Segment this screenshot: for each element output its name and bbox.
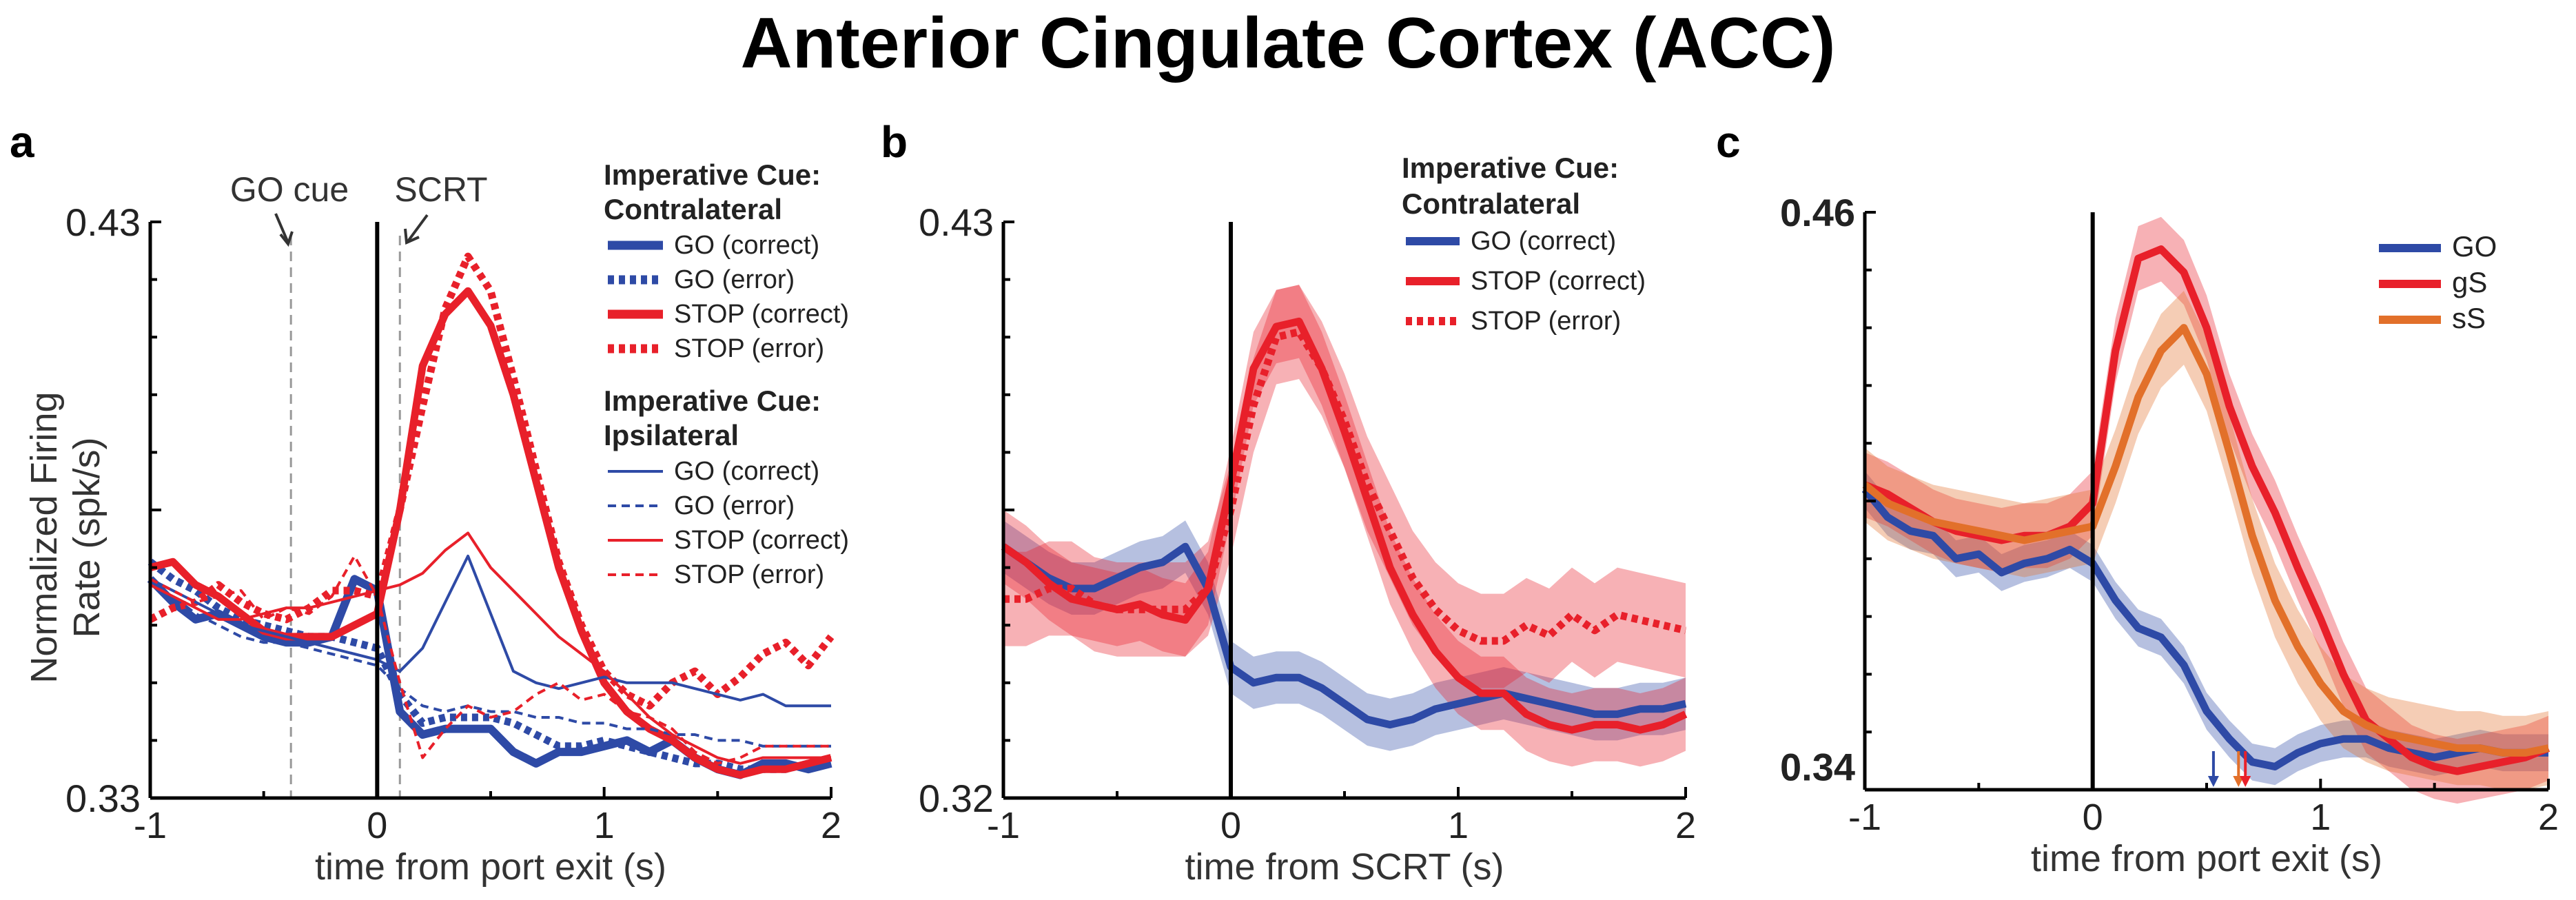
x-tick-label-b: -1 [987,805,1020,846]
series-line-a-6 [150,531,831,765]
legend-label: GO [2452,230,2497,263]
x-tick-label-b: 2 [1675,805,1696,846]
legend-label: STOP (error) [1471,307,1621,336]
annotation-arrowhead-scrt [404,228,420,245]
x-tick-label-a: 0 [367,805,387,846]
y-axis-label-a: Normalized Firing [23,391,65,683]
series-line-a-0 [147,558,831,773]
legend-label: sS [2452,302,2486,334]
x-tick-label-c: 2 [2538,797,2559,838]
series-line-a-1 [147,575,832,779]
series-line-b-0 [1001,542,1687,729]
legend-heading: Imperative Cue: [604,158,821,191]
x-tick-label-c: 0 [2083,797,2103,838]
legend-heading: Imperative Cue: [604,385,821,417]
x-tick-label-c: -1 [1848,797,1881,838]
legend-label: STOP (correct) [674,300,849,329]
x-axis-label-b: time from SCRT (s) [1185,846,1504,888]
legend-label: GO (correct) [674,457,819,486]
band-c-0 [1865,471,2548,786]
x-tick-label-a: 1 [594,805,615,846]
legend-heading: Contralateral [1402,187,1580,220]
legend-label: GO (correct) [1471,227,1616,256]
y-tick-label-c: 0.46 [1780,191,1855,234]
y-tick-label-a: 0.33 [65,777,141,820]
legend-label: GO (error) [674,265,795,294]
legend-heading: Ipsilateral [604,419,739,451]
legend-label: STOP (correct) [1471,267,1646,296]
latency-arrowhead-2 [2240,776,2251,787]
legend-heading: Contralateral [604,193,782,225]
y-tick-label-c: 0.34 [1780,745,1855,788]
x-axis-label-a: time from port exit (s) [315,846,666,888]
panel-a: GO cue SCRT -1 0 1 2 0.33 0.43 time from port ex… [23,158,849,888]
legend-label: STOP (error) [674,334,824,363]
series-line-c-1 [1863,245,2551,775]
legend-label: GO (error) [674,491,795,520]
annotation-go-cue: GO cue [230,170,349,209]
panel-b: -1 0 1 2 0.32 0.43 time from SCRT (s) Imperativ… [919,152,1696,888]
annotation-arrowhead-go-cue [279,231,294,247]
annotation-arrow-go-cue [274,213,289,243]
series-line-a-5 [150,583,831,748]
series-line-a-4 [150,554,831,708]
annotation-arrow-scrt [407,214,429,243]
y-axis-label-a: Rate (spk/s) [66,437,108,637]
legend-label: GO (correct) [674,231,819,260]
y-tick-label-b: 0.32 [919,777,994,820]
panel-label-c: c [1716,117,1741,167]
series-line-a-7 [150,554,831,765]
band-b-2 [1003,285,1686,767]
latency-arrowhead-0 [2207,776,2219,787]
y-tick-label-a: 0.43 [65,201,141,244]
annotation-scrt: SCRT [394,170,487,209]
series-line-c-2 [1862,324,2550,757]
x-tick-label-c: 1 [2310,797,2331,838]
x-axis-label-c: time from port exit (s) [2031,838,2382,879]
series-line-b-2 [1001,317,1688,734]
x-tick-label-a: -1 [134,805,167,846]
panel-label-b: b [881,117,908,167]
x-tick-label-a: 2 [821,805,841,846]
x-tick-label-b: 0 [1220,805,1241,846]
legend-label: gS [2452,266,2487,298]
series-line-c-0 [1861,487,2548,770]
band-b-1 [1003,285,1686,688]
x-tick-label-b: 1 [1448,805,1469,846]
legend-label: STOP (error) [674,560,824,589]
y-tick-label-b: 0.43 [919,201,994,244]
legend-heading: Imperative Cue: [1402,152,1619,184]
legend-label: STOP (correct) [674,526,849,555]
panel-c: -1 0 1 2 0.34 0.46 time from port exit (s) GOgS… [1780,191,2559,879]
panel-label-a: a [10,117,34,167]
figure-title: Anterior Cingulate Cortex (ACC) [741,3,1836,83]
